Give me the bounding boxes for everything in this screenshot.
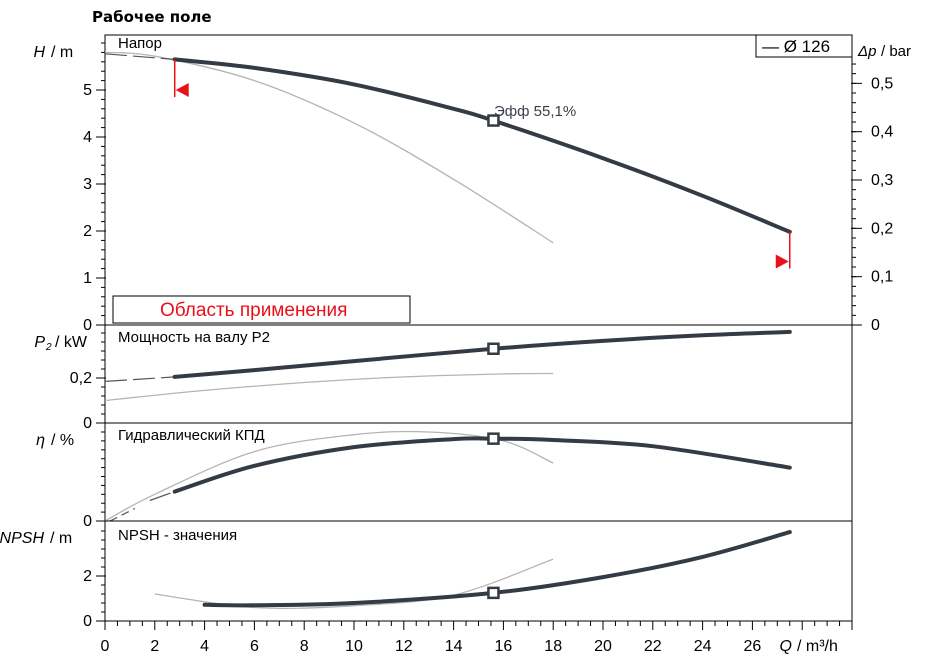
y-tick-label: 0: [83, 513, 92, 530]
y2-tick-label: 0,4: [871, 124, 893, 141]
grey-curve-power: [104, 372, 554, 402]
x-tick-label: 0: [101, 638, 110, 655]
y-tick-label: 0: [83, 415, 92, 432]
main-curve-head: [172, 57, 792, 234]
operating-point-power: [487, 342, 500, 355]
y-tick-label: 0: [83, 613, 92, 630]
application-range: Область применения: [112, 295, 411, 324]
y-axis-label-var-power: P: [34, 334, 45, 351]
panel-title-head: Напор: [118, 35, 162, 52]
y-tick-label: 0,2: [70, 370, 92, 387]
y-axis-label-var-npsh: NPSH: [0, 530, 44, 547]
y2-tick-label: 0,3: [871, 172, 893, 189]
x-axis: 0 2 4 6 8 10 12 14 16 18 20 22 24 26 Q / m³/h: [101, 621, 853, 655]
y-tick-label: 3: [83, 176, 92, 193]
y-axis-label-sub-power: 2: [45, 342, 52, 353]
limit-marker-arrow-right: [775, 254, 789, 269]
y2-tick-label: 0,2: [871, 220, 893, 237]
panel-head: 0 1 2 3 4 5 H / m 0 0,1 0,2 0,3 0,4 0,5 Напор: [33, 34, 893, 334]
x-tick-label: 8: [300, 638, 309, 655]
panel-power: 0 0,2 P 2/ kW Мощность на валу P2: [34, 324, 853, 432]
y-tick-label: 2: [83, 568, 92, 585]
svg-text:Δp: Δp: [857, 43, 876, 60]
panel-efficiency: 0 η / % Гидравлический КПД: [36, 422, 853, 530]
y-axis-label-unit-power: / kW: [55, 334, 88, 351]
operating-point-efficiency: [487, 432, 500, 445]
x-tick-label: 24: [694, 638, 712, 655]
svg-text:/ bar: / bar: [881, 43, 911, 60]
panel-title-power: Мощность на валу P2: [118, 329, 270, 346]
grey-dashed-start-efficiency: [109, 507, 136, 522]
y-axis-label-unit-efficiency: / %: [51, 432, 74, 449]
main-dashed-extension-power: [104, 376, 175, 382]
y2-tick-label: 0: [871, 317, 880, 334]
y-tick-label: 1: [83, 270, 92, 287]
panel-title-efficiency: Гидравлический КПД: [118, 427, 265, 444]
head-secondary-axis-label: Δp / bar: [857, 43, 911, 60]
x-tick-label: 14: [445, 638, 463, 655]
x-tick-label: 18: [544, 638, 562, 655]
operating-point-npsh: [487, 586, 500, 600]
x-tick-label: 20: [594, 638, 612, 655]
y-axis-label-unit-head: / m: [51, 44, 73, 61]
panel-npsh: 0 2 NPSH / m NPSH - значения: [0, 520, 853, 630]
y-tick-label: 5: [83, 82, 92, 99]
main-curve-efficiency: [172, 436, 792, 494]
panel-title-npsh: NPSH - значения: [118, 527, 237, 544]
main-dashed-extension-efficiency: [149, 491, 175, 502]
limit-marker-arrow-left: [175, 83, 189, 97]
x-tick-label: 22: [644, 638, 662, 655]
panel-frame-head: [104, 34, 853, 326]
y-tick-label: 2: [83, 223, 92, 240]
y2-tick-label: 0,1: [871, 269, 893, 286]
grey-curve-efficiency: [104, 430, 554, 522]
grey-curve-head: [104, 51, 554, 244]
main-dashed-extension-head: [104, 53, 175, 60]
chart-title: Рабочее поле: [92, 8, 212, 26]
y-tick-label: 0: [83, 317, 92, 334]
x-axis-label-unit: / m³/h: [797, 638, 838, 655]
legend-box: — Ø 126: [755, 34, 853, 58]
y-axis-label-var-efficiency: η: [36, 432, 45, 449]
x-tick-label: 16: [495, 638, 513, 655]
application-range-label: Область применения: [160, 300, 347, 321]
efficiency-label: Эфф 55,1%: [494, 103, 576, 120]
x-tick-label: 4: [200, 638, 209, 655]
y2-tick-label: 0,5: [871, 75, 893, 92]
x-tick-label: 6: [250, 638, 259, 655]
y-axis-label-unit-npsh: / m: [50, 530, 72, 547]
legend-label: — Ø 126: [762, 37, 830, 56]
x-tick-label: 2: [150, 638, 159, 655]
x-tick-label: 10: [345, 638, 363, 655]
y-tick-label: 4: [83, 129, 92, 146]
x-tick-label: 12: [395, 638, 413, 655]
y-axis-label-var-head: H: [33, 44, 45, 61]
x-axis-label-var: Q: [780, 638, 792, 655]
x-tick-label: 26: [744, 638, 762, 655]
operating-point-head: [487, 114, 500, 127]
